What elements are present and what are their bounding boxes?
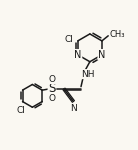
Text: Cl: Cl — [64, 35, 73, 44]
Text: N: N — [70, 104, 77, 113]
Text: Cl: Cl — [16, 106, 25, 115]
Text: O: O — [48, 75, 55, 84]
Text: O: O — [48, 94, 55, 103]
Text: N: N — [74, 50, 82, 60]
Text: N: N — [98, 50, 106, 60]
Text: CH₃: CH₃ — [110, 30, 125, 39]
Text: S: S — [48, 82, 56, 95]
Text: NH: NH — [81, 70, 95, 79]
